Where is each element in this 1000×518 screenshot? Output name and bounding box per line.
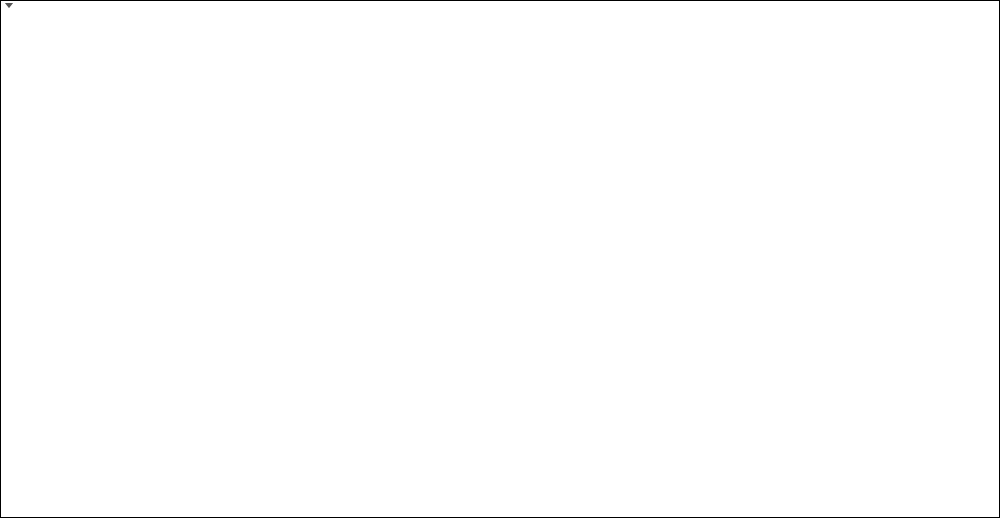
- macd-title-bar: [5, 3, 15, 8]
- chart-container: [0, 0, 1000, 518]
- chevron-down-icon: [5, 3, 13, 8]
